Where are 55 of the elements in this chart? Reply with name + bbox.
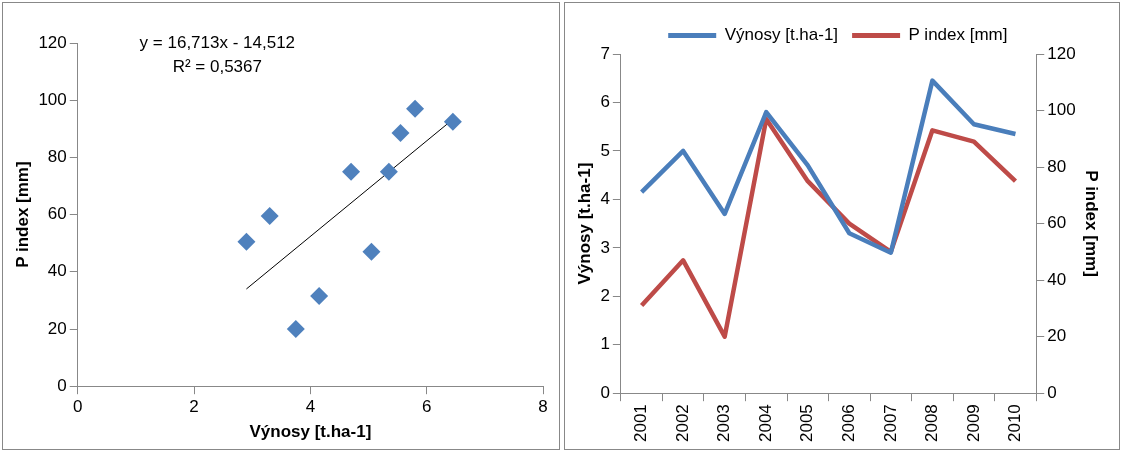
y-tick-label: 4	[600, 189, 610, 209]
x-axis-title: Výnosy [t.ha-1]	[249, 422, 372, 442]
y-tick-label: 6	[600, 92, 610, 112]
y-tick-label: 0	[600, 382, 610, 402]
point	[286, 320, 305, 338]
x-tick-label: 2001	[631, 404, 651, 443]
y-tick-label: 7	[600, 43, 610, 63]
x-tick-label: 0	[73, 397, 83, 417]
y-tick-label: 20	[47, 318, 67, 338]
point	[310, 287, 329, 306]
y-tick-label: 2	[600, 285, 610, 305]
point	[406, 99, 425, 118]
y-axis-title: P index [mm]	[12, 161, 32, 268]
point	[237, 232, 256, 251]
legend-label: Výnosy [t.ha-1]	[724, 25, 839, 45]
y-axis-title: Výnosy [t.ha-1]	[574, 162, 594, 285]
y-tick-label: 40	[47, 261, 67, 281]
x-tick-label: 2003	[714, 404, 734, 443]
y2-axis-title: P index [mm]	[1082, 170, 1102, 277]
y-tick-label: 60	[47, 204, 67, 224]
y-tick-label: 120	[38, 32, 67, 52]
y2-tick-label: 40	[1047, 269, 1067, 289]
y2-tick-label: 60	[1047, 213, 1067, 233]
point	[342, 162, 361, 181]
y-tick-label: 3	[600, 237, 610, 257]
point	[379, 162, 398, 181]
x-tick-label: 2007	[880, 404, 900, 443]
y2-tick-label: 80	[1047, 156, 1067, 176]
x-tick-label: 2006	[839, 404, 858, 443]
x-tick-label: 2004	[755, 404, 775, 443]
point	[362, 242, 381, 261]
y-tick-label: 0	[57, 375, 67, 395]
y-tick-label: 5	[600, 140, 610, 160]
annotation: R² = 0,5367	[172, 57, 262, 77]
x-tick-label: 2002	[672, 404, 692, 443]
x-tick-label: 8	[538, 397, 548, 417]
legend-label: P index [mm]	[908, 25, 1008, 45]
x-tick-label: 4	[305, 397, 316, 417]
y-tick-label: 1	[600, 334, 610, 354]
y-tick-label: 80	[47, 147, 67, 167]
point	[443, 112, 462, 131]
point	[260, 207, 279, 226]
x-tick-label: 2008	[922, 404, 942, 443]
y2-tick-label: 0	[1047, 382, 1057, 402]
y2-tick-label: 120	[1047, 43, 1076, 63]
y2-tick-label: 20	[1047, 326, 1067, 346]
x-tick-label: 2	[189, 397, 199, 417]
x-tick-label: 6	[421, 397, 432, 417]
x-tick-label: 2005	[797, 404, 817, 443]
x-tick-label: 2010	[1005, 404, 1025, 443]
x-tick-label: 2009	[963, 404, 983, 443]
y2-tick-label: 100	[1047, 100, 1076, 120]
annotation: y = 16,713x - 14,512	[139, 33, 296, 53]
y-tick-label: 100	[38, 89, 67, 109]
point	[391, 124, 410, 143]
